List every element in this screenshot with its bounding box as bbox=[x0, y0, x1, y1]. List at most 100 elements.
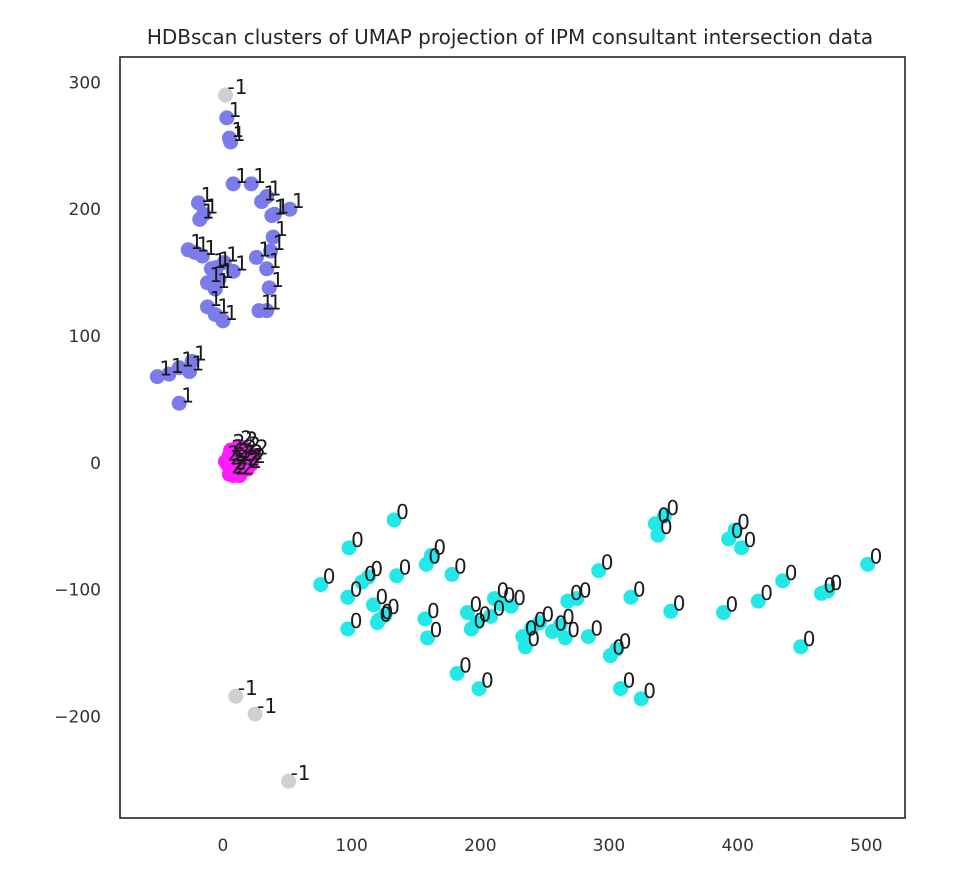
point-cluster-label: -1 bbox=[291, 761, 311, 785]
point-cluster-label: -1 bbox=[257, 694, 277, 718]
y-tick-label: 300 bbox=[69, 73, 101, 93]
data-point bbox=[215, 313, 231, 329]
point-cluster-label: 0 bbox=[643, 679, 656, 703]
data-point bbox=[459, 605, 475, 621]
point-cluster-label: 1 bbox=[233, 122, 246, 146]
point-cluster-label: 2 bbox=[256, 435, 269, 459]
point-cluster-label: 2 bbox=[234, 450, 247, 474]
data-point bbox=[266, 206, 282, 222]
point-cluster-label: 2 bbox=[247, 447, 260, 471]
data-point bbox=[503, 598, 519, 614]
chart-title: HDBscan clusters of UMAP projection of I… bbox=[147, 25, 873, 49]
data-point bbox=[236, 440, 252, 456]
point-cluster-label: 2 bbox=[237, 445, 250, 469]
point-cluster-label: 2 bbox=[235, 456, 248, 480]
point-cluster-label: 0 bbox=[399, 556, 412, 580]
point-cluster-label: 0 bbox=[590, 617, 603, 641]
data-point bbox=[282, 201, 298, 217]
x-tick-label: 100 bbox=[335, 836, 367, 856]
point-cluster-label: 0 bbox=[744, 528, 757, 552]
point-cluster-label: 1 bbox=[210, 263, 223, 287]
point-cluster-label: 1 bbox=[271, 268, 284, 292]
point-cluster-label: 1 bbox=[217, 294, 230, 318]
data-point bbox=[389, 568, 405, 584]
data-point bbox=[239, 461, 255, 477]
point-cluster-label: 0 bbox=[567, 618, 580, 642]
point-cluster-label: 0 bbox=[513, 586, 526, 610]
data-point bbox=[650, 527, 666, 543]
point-cluster-label: 1 bbox=[235, 251, 248, 275]
data-point bbox=[246, 447, 262, 463]
point-cluster-label: -1 bbox=[238, 676, 258, 700]
point-cluster-label: 2 bbox=[243, 442, 256, 466]
point-cluster-label: 0 bbox=[351, 528, 364, 552]
data-point bbox=[569, 591, 585, 607]
point-cluster-label: 1 bbox=[201, 183, 214, 207]
point-cluster-label: 2 bbox=[242, 456, 255, 480]
point-cluster-label: 0 bbox=[660, 515, 673, 539]
point-cluster-label: 0 bbox=[473, 609, 486, 633]
point-cluster-label: 0 bbox=[737, 510, 750, 534]
data-point bbox=[727, 522, 743, 538]
point-cluster-label: 0 bbox=[376, 585, 389, 609]
data-point bbox=[366, 597, 382, 613]
point-cluster-label: 0 bbox=[430, 618, 443, 642]
point-cluster-label: 0 bbox=[525, 617, 538, 641]
point-cluster-label: 0 bbox=[534, 608, 547, 632]
data-point bbox=[609, 641, 625, 657]
point-cluster-label: 1 bbox=[213, 249, 226, 273]
data-point bbox=[820, 583, 836, 599]
point-cluster-label: 1 bbox=[258, 237, 271, 261]
y-tick-label: 200 bbox=[69, 200, 101, 220]
point-cluster-label: 1 bbox=[269, 177, 282, 201]
point-cluster-label: 0 bbox=[454, 554, 467, 578]
data-point bbox=[377, 607, 393, 623]
point-cluster-label: 2 bbox=[240, 426, 253, 450]
point-cluster-label: 0 bbox=[760, 581, 773, 605]
data-point bbox=[228, 688, 244, 704]
point-cluster-label: 2 bbox=[249, 449, 262, 473]
data-point bbox=[591, 563, 607, 579]
point-cluster-label: 1 bbox=[269, 291, 282, 315]
point-cluster-label: 0 bbox=[666, 496, 679, 520]
data-point bbox=[633, 691, 649, 707]
data-point bbox=[613, 681, 629, 697]
data-point bbox=[196, 206, 212, 222]
point-cluster-label: 1 bbox=[229, 98, 242, 122]
point-cluster-label: 0 bbox=[619, 629, 632, 653]
data-point bbox=[793, 639, 809, 655]
data-point bbox=[860, 556, 876, 572]
point-cluster-label: 1 bbox=[231, 118, 244, 142]
point-cluster-label: 1 bbox=[221, 259, 234, 283]
data-point bbox=[532, 615, 548, 631]
data-point bbox=[247, 706, 263, 722]
point-cluster-label: -1 bbox=[228, 75, 248, 99]
point-cluster-label: 0 bbox=[381, 600, 394, 624]
data-point bbox=[417, 611, 433, 627]
y-tick-label: 0 bbox=[90, 454, 101, 474]
data-point bbox=[360, 569, 376, 585]
point-cluster-label: 0 bbox=[493, 596, 506, 620]
point-cluster-label: 0 bbox=[830, 571, 843, 595]
data-point bbox=[341, 540, 357, 556]
point-cluster-label: 1 bbox=[253, 164, 266, 188]
y-tick-label: 100 bbox=[69, 327, 101, 347]
point-cluster-label: 0 bbox=[870, 544, 883, 568]
data-point bbox=[423, 547, 439, 563]
data-point bbox=[225, 263, 241, 279]
data-point bbox=[265, 229, 281, 245]
point-cluster-label: 1 bbox=[261, 291, 274, 315]
x-tick-label: 500 bbox=[850, 836, 882, 856]
point-cluster-label: 2 bbox=[248, 433, 261, 457]
x-tick-label: 300 bbox=[593, 836, 625, 856]
point-cluster-label: 2 bbox=[253, 444, 266, 468]
data-point bbox=[340, 621, 356, 637]
data-point bbox=[223, 134, 239, 150]
point-cluster-label: 1 bbox=[191, 352, 204, 376]
point-cluster-label: 1 bbox=[210, 287, 223, 311]
point-cluster-label: 0 bbox=[387, 595, 400, 619]
point-cluster-label: 0 bbox=[542, 603, 555, 627]
data-point bbox=[261, 280, 277, 296]
point-cluster-label: 0 bbox=[803, 627, 816, 651]
